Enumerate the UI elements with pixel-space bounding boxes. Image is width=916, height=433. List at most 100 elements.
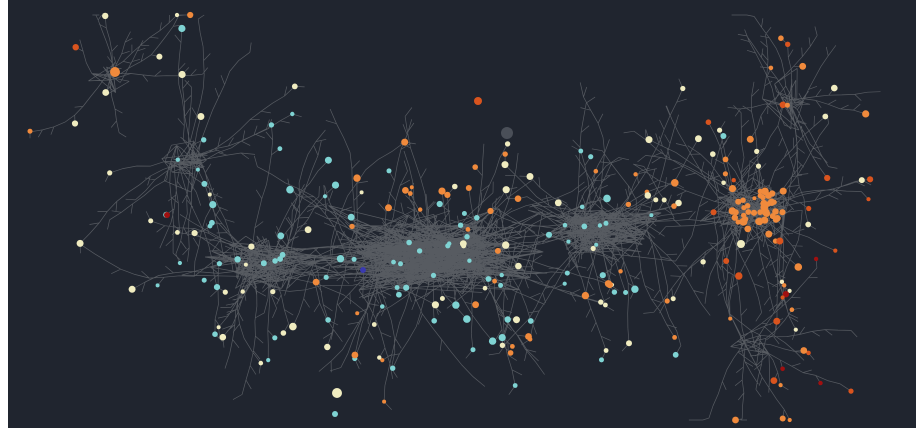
- node: [406, 239, 412, 246]
- node: [164, 212, 170, 218]
- node: [72, 44, 79, 51]
- node: [822, 113, 829, 120]
- node: [331, 181, 340, 189]
- node: [593, 168, 599, 174]
- node: [779, 187, 787, 195]
- node: [222, 289, 228, 295]
- node: [710, 151, 716, 157]
- node: [447, 241, 452, 246]
- node: [178, 70, 186, 79]
- node: [562, 222, 568, 228]
- nodes: [27, 11, 874, 424]
- node: [175, 157, 180, 162]
- node: [474, 97, 482, 105]
- node: [794, 263, 803, 271]
- node: [763, 210, 771, 218]
- node: [723, 258, 730, 264]
- node: [554, 199, 562, 207]
- node: [332, 388, 342, 398]
- node: [603, 194, 611, 203]
- node: [353, 174, 361, 182]
- node: [779, 101, 787, 109]
- node: [588, 154, 594, 160]
- node: [780, 295, 785, 300]
- node: [598, 299, 604, 305]
- node: [102, 12, 109, 20]
- node: [452, 183, 458, 190]
- node: [769, 213, 776, 220]
- node: [174, 12, 180, 18]
- node: [661, 197, 667, 203]
- node: [670, 296, 676, 302]
- node: [737, 240, 745, 248]
- node: [760, 199, 768, 207]
- node: [757, 209, 763, 215]
- node: [735, 198, 742, 205]
- node: [501, 127, 513, 139]
- node: [487, 207, 494, 215]
- node: [545, 231, 553, 238]
- node: [773, 317, 781, 325]
- node: [71, 120, 79, 127]
- node: [590, 245, 596, 252]
- node: [110, 67, 120, 77]
- node: [403, 284, 410, 291]
- node: [603, 348, 609, 353]
- node: [772, 208, 779, 215]
- node: [436, 200, 443, 208]
- node: [155, 283, 160, 288]
- node: [266, 358, 271, 363]
- node: [813, 256, 819, 262]
- node: [717, 127, 723, 133]
- node: [671, 203, 677, 209]
- node: [731, 214, 738, 221]
- node: [289, 322, 297, 331]
- node: [195, 167, 200, 172]
- node: [782, 291, 790, 298]
- node: [514, 195, 522, 202]
- node: [581, 223, 588, 230]
- node: [355, 311, 360, 316]
- node: [672, 351, 679, 358]
- node: [833, 248, 838, 253]
- node: [390, 365, 396, 371]
- node: [279, 251, 286, 258]
- node: [603, 302, 608, 308]
- node: [452, 301, 460, 309]
- node: [502, 186, 510, 194]
- node: [735, 219, 741, 225]
- node: [209, 201, 217, 209]
- node: [178, 24, 186, 33]
- node: [290, 111, 295, 117]
- node: [324, 156, 332, 164]
- node: [611, 289, 618, 295]
- node: [272, 258, 278, 264]
- node: [566, 239, 571, 244]
- node: [380, 358, 385, 363]
- node: [806, 205, 812, 212]
- node: [818, 380, 823, 386]
- node: [787, 288, 792, 293]
- node: [277, 256, 283, 262]
- node: [465, 227, 471, 232]
- node: [386, 168, 392, 174]
- node: [201, 277, 207, 283]
- node: [472, 301, 479, 309]
- node: [581, 291, 590, 300]
- node: [806, 350, 811, 356]
- node: [732, 416, 739, 424]
- node: [431, 301, 439, 309]
- node: [482, 285, 488, 291]
- node: [664, 298, 670, 304]
- node: [527, 336, 533, 342]
- node: [731, 178, 736, 183]
- node: [461, 211, 467, 216]
- node: [768, 65, 774, 71]
- node: [234, 256, 241, 263]
- node: [207, 192, 212, 197]
- node: [705, 119, 712, 125]
- node: [407, 191, 413, 196]
- node: [653, 197, 659, 203]
- node: [578, 148, 584, 154]
